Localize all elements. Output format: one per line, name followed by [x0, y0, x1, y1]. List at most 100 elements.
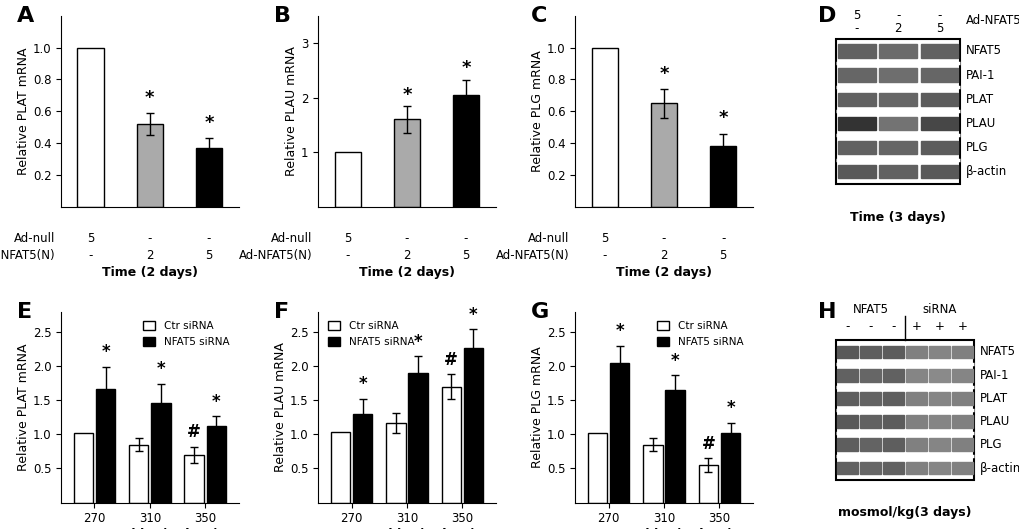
Bar [837, 439, 857, 451]
Bar [920, 44, 958, 58]
Text: *: * [358, 376, 367, 394]
Bar [878, 117, 916, 130]
Bar [928, 369, 950, 381]
Y-axis label: Relative PLAT mRNA: Relative PLAT mRNA [17, 48, 30, 175]
Bar [837, 392, 857, 405]
Text: #: # [444, 351, 458, 369]
Bar [837, 462, 857, 475]
Bar [137, 124, 163, 207]
Text: PLAT: PLAT [978, 392, 1007, 405]
X-axis label: mosmol/kg (2 days): mosmol/kg (2 days) [81, 528, 219, 529]
Bar [353, 414, 372, 503]
Bar [698, 465, 717, 503]
Y-axis label: Relative PLAU mRNA: Relative PLAU mRNA [285, 47, 298, 176]
Text: G: G [531, 302, 549, 322]
Bar [920, 141, 958, 154]
Text: 5: 5 [205, 249, 212, 262]
Bar [837, 68, 874, 81]
Bar [952, 415, 972, 428]
Text: *: * [145, 88, 155, 106]
Bar [905, 369, 926, 381]
Text: Ad-NFAT5(N): Ad-NFAT5(N) [0, 249, 55, 262]
Text: Time (3 days): Time (3 days) [849, 211, 945, 224]
Bar [905, 462, 926, 475]
Bar [650, 103, 677, 207]
Legend: Ctr siRNA, NFAT5 siRNA: Ctr siRNA, NFAT5 siRNA [652, 317, 747, 351]
Text: Ad-NFAT5(N): Ad-NFAT5(N) [965, 14, 1019, 28]
Text: mosmol/kg(3 days): mosmol/kg(3 days) [838, 506, 971, 519]
Bar [129, 444, 149, 503]
Bar [878, 141, 916, 154]
Text: -: - [936, 8, 941, 22]
Text: siRNA: siRNA [921, 303, 956, 315]
Bar [643, 444, 662, 503]
Bar [664, 390, 684, 503]
Text: 2: 2 [659, 249, 667, 262]
Text: -: - [720, 232, 725, 244]
Text: -: - [207, 232, 211, 244]
Bar [905, 345, 926, 358]
Text: Time (2 days): Time (2 days) [102, 266, 198, 279]
Text: Time (2 days): Time (2 days) [359, 266, 454, 279]
Bar [859, 415, 880, 428]
Text: 2: 2 [403, 249, 411, 262]
Text: -: - [89, 249, 93, 262]
Bar [878, 44, 916, 58]
Y-axis label: Relative PLG mRNA: Relative PLG mRNA [531, 346, 544, 468]
Text: Ad-null: Ad-null [528, 232, 569, 244]
Text: PLAU: PLAU [965, 117, 995, 130]
Text: NFAT5: NFAT5 [978, 345, 1015, 359]
Text: PAI-1: PAI-1 [965, 69, 994, 81]
Bar [920, 68, 958, 81]
Text: -: - [867, 320, 872, 333]
Text: -: - [661, 232, 665, 244]
Text: PLAT: PLAT [965, 93, 993, 106]
Bar [952, 369, 972, 381]
Text: F: F [274, 302, 288, 322]
Y-axis label: Relative PLG mRNA: Relative PLG mRNA [531, 50, 544, 172]
Bar [837, 93, 874, 106]
Text: *: * [658, 65, 668, 83]
Bar [928, 439, 950, 451]
Text: -: - [854, 22, 858, 35]
Text: Time (2 days): Time (2 days) [615, 266, 711, 279]
Bar [151, 403, 170, 503]
Bar [920, 93, 958, 106]
Text: PLG: PLG [965, 141, 987, 154]
Bar [591, 48, 618, 207]
Text: -: - [148, 232, 152, 244]
Bar [836, 340, 973, 480]
Text: β-actin: β-actin [978, 461, 1019, 475]
Bar [334, 152, 361, 207]
Bar [77, 48, 104, 207]
Text: *: * [614, 322, 624, 340]
Text: *: * [101, 343, 110, 361]
Text: *: * [401, 86, 412, 104]
Bar [441, 387, 461, 503]
Text: PLG: PLG [978, 439, 1002, 451]
Bar [878, 68, 916, 81]
Text: +: + [957, 320, 967, 333]
Y-axis label: Relative PLAT mRNA: Relative PLAT mRNA [17, 343, 30, 471]
Text: 5: 5 [343, 232, 352, 244]
Bar [952, 462, 972, 475]
Bar [207, 426, 226, 503]
Text: -: - [602, 249, 606, 262]
Bar [878, 165, 916, 178]
Text: PLAU: PLAU [978, 415, 1009, 428]
Bar [837, 165, 874, 178]
Text: +: + [933, 320, 944, 333]
Text: 5: 5 [852, 8, 860, 22]
Bar [836, 39, 959, 184]
Bar [609, 363, 629, 503]
Text: +: + [911, 320, 921, 333]
Text: *: * [212, 393, 220, 411]
Text: 5: 5 [87, 232, 95, 244]
Text: C: C [531, 6, 547, 26]
Bar [928, 415, 950, 428]
Bar [878, 93, 916, 106]
Bar [386, 423, 406, 503]
Text: -: - [345, 249, 350, 262]
Bar [928, 392, 950, 405]
Bar [928, 345, 950, 358]
